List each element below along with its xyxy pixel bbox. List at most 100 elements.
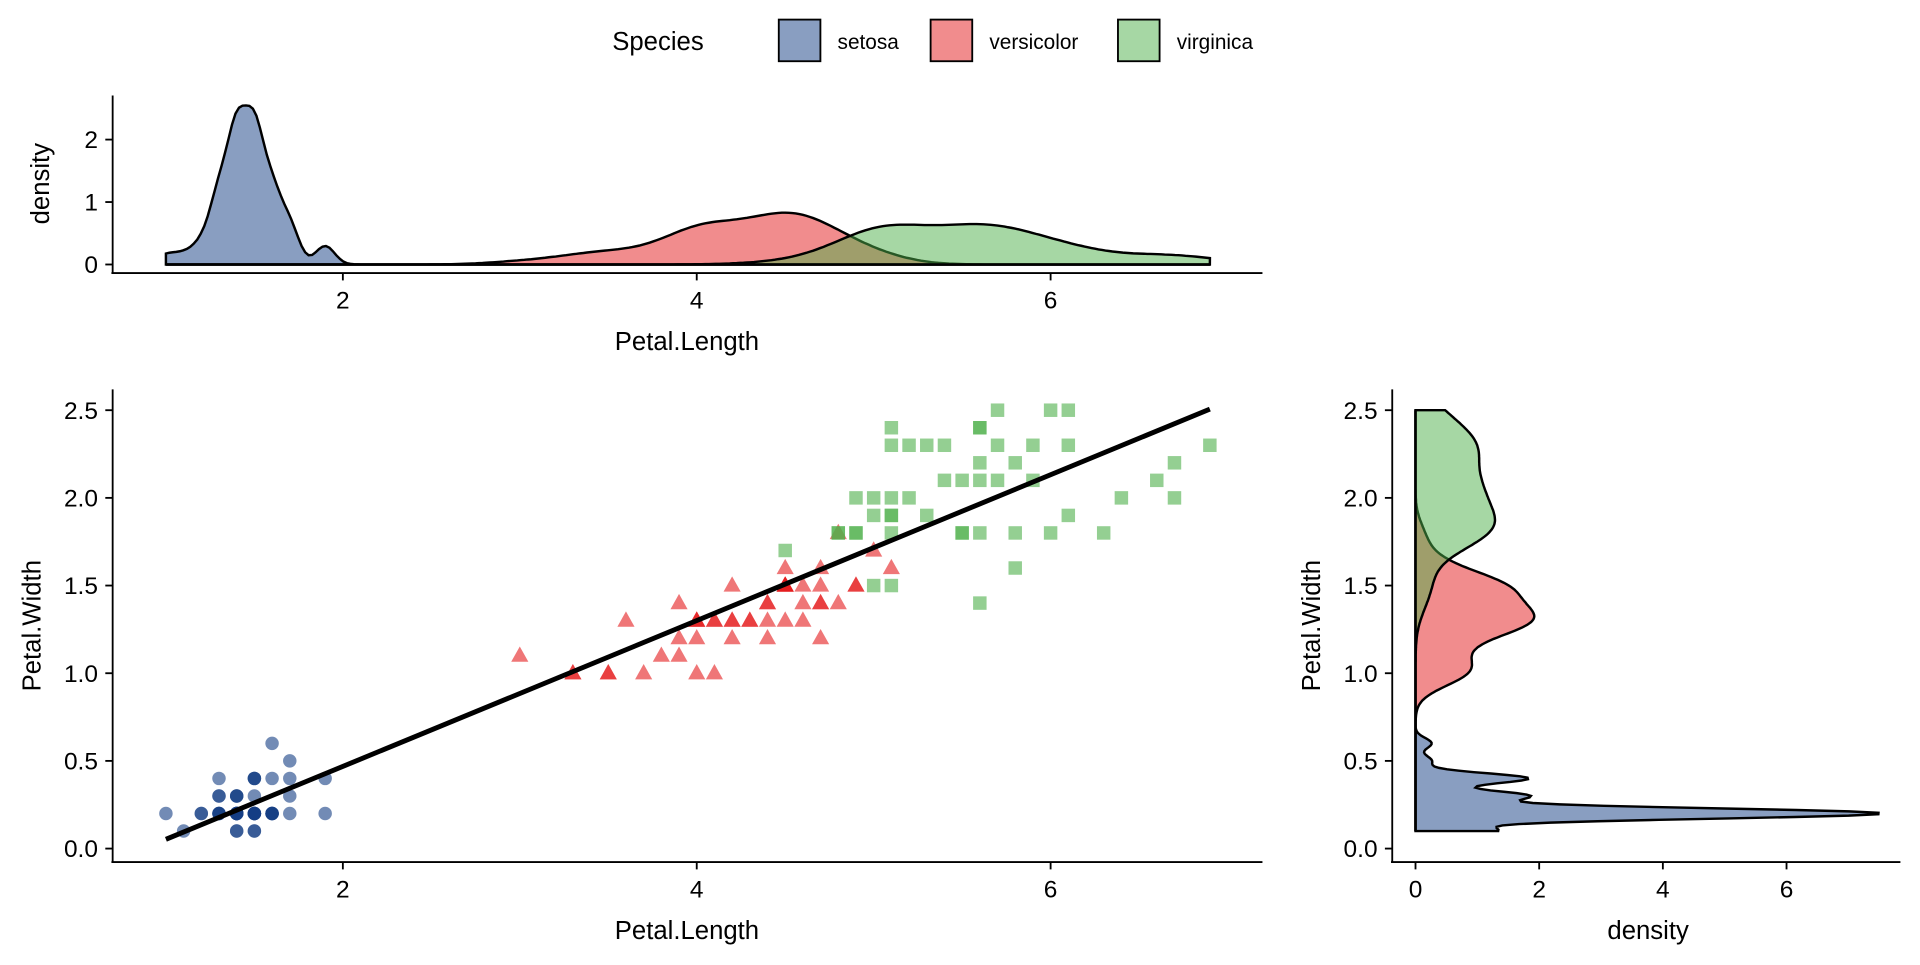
point-virginica <box>1026 438 1040 453</box>
legend: Species setosa versicolor virginica <box>612 18 1253 63</box>
legend-label-versicolor: versicolor <box>989 31 1078 54</box>
point-virginica <box>778 543 792 558</box>
density-area-virginica <box>165 222 1212 266</box>
point-virginica <box>884 438 899 453</box>
main-x-tick: 6 <box>1044 877 1058 904</box>
point-setosa <box>212 771 226 786</box>
point-virginica <box>1167 491 1182 505</box>
right-x-tick: 2 <box>1532 877 1546 904</box>
legend-label-setosa: setosa <box>838 31 900 54</box>
point-setosa <box>265 736 279 751</box>
point-setosa <box>247 771 262 786</box>
point-virginica <box>831 526 846 540</box>
top-y-tick: 0 <box>84 252 98 279</box>
main-y-tick: 1.5 <box>64 573 98 600</box>
point-virginica <box>955 473 969 488</box>
point-virginica <box>1043 526 1058 540</box>
point-virginica <box>1150 473 1164 488</box>
legend-key-setosa <box>777 18 822 63</box>
point-virginica <box>1061 403 1076 417</box>
point-versicolor <box>688 664 706 680</box>
main-y-tick: 0.5 <box>64 748 98 775</box>
right-y-axis-title: Petal.Width <box>1298 560 1326 691</box>
point-virginica <box>937 438 952 453</box>
right-y-tick: 2.5 <box>1344 398 1378 425</box>
point-virginica <box>849 491 863 505</box>
point-virginica <box>1043 403 1058 417</box>
point-setosa <box>229 789 244 803</box>
point-virginica <box>884 526 899 540</box>
scatter-panel: 0.0 0.5 1.0 1.5 2.0 2.5 2 4 6 Petal.Leng… <box>18 389 1263 945</box>
point-virginica <box>884 421 899 435</box>
main-y-tick: 2.5 <box>64 398 98 425</box>
point-setosa <box>159 806 173 821</box>
right-y-tick: 0.0 <box>1344 836 1378 863</box>
point-setosa <box>265 806 279 821</box>
point-virginica <box>902 491 916 505</box>
top-x-axis-title: Petal.Length <box>615 328 759 356</box>
point-virginica <box>1096 526 1111 540</box>
point-setosa <box>194 806 209 821</box>
right-x-tick: 6 <box>1780 877 1794 904</box>
main-y-axis-title: Petal.Width <box>18 560 46 691</box>
top-density-panel: 0 1 2 2 4 6 Petal.Length density <box>27 95 1263 356</box>
point-virginica <box>866 491 881 505</box>
point-virginica <box>920 508 934 523</box>
point-versicolor <box>741 611 759 627</box>
point-virginica <box>866 508 881 523</box>
point-versicolor <box>758 611 777 627</box>
main-y-tick: 0.0 <box>64 836 98 863</box>
point-virginica <box>973 456 987 470</box>
main-x-axis-title: Petal.Length <box>615 917 759 945</box>
regression-line <box>164 406 1211 842</box>
point-versicolor <box>776 611 794 627</box>
point-versicolor <box>847 576 865 592</box>
point-versicolor <box>776 558 794 575</box>
top-y-tick: 1 <box>84 190 98 217</box>
point-virginica <box>1114 491 1129 505</box>
main-x-tick: 2 <box>336 877 350 904</box>
point-virginica <box>1008 561 1022 575</box>
point-versicolor <box>705 664 723 680</box>
legend-key-virginica <box>1117 18 1161 63</box>
right-x-tick: 4 <box>1656 877 1670 904</box>
top-x-tick: 6 <box>1044 288 1058 315</box>
point-virginica <box>955 526 969 540</box>
point-setosa <box>318 806 332 821</box>
point-virginica <box>1167 456 1182 470</box>
point-virginica <box>973 421 987 435</box>
top-y-tick: 2 <box>84 127 98 154</box>
point-virginica <box>1061 508 1076 523</box>
point-versicolor <box>882 558 900 575</box>
point-virginica <box>866 578 881 593</box>
point-virginica <box>920 438 934 453</box>
point-setosa <box>247 806 262 821</box>
point-versicolor <box>688 628 706 645</box>
point-virginica <box>973 526 987 540</box>
point-versicolor <box>812 593 830 610</box>
point-virginica <box>937 473 952 488</box>
right-y-tick: 2.0 <box>1344 485 1378 512</box>
point-versicolor <box>705 611 723 627</box>
point-virginica <box>884 508 899 523</box>
point-setosa <box>283 771 297 786</box>
point-versicolor <box>794 593 812 610</box>
point-versicolor <box>617 611 635 627</box>
top-x-tick: 4 <box>690 288 704 315</box>
point-versicolor <box>723 576 741 592</box>
point-versicolor <box>812 628 830 645</box>
point-virginica <box>990 438 1005 453</box>
point-versicolor <box>758 628 777 645</box>
point-virginica <box>990 473 1005 488</box>
top-x-tick: 2 <box>336 288 350 315</box>
legend-key-versicolor <box>929 18 974 63</box>
point-versicolor <box>511 646 529 662</box>
point-setosa <box>247 824 262 838</box>
main-x-tick: 4 <box>690 877 704 904</box>
right-x-tick: 0 <box>1409 877 1423 904</box>
point-virginica <box>990 403 1005 417</box>
point-setosa <box>265 771 279 786</box>
point-setosa <box>283 806 297 821</box>
main-y-tick: 2.0 <box>64 485 98 512</box>
point-virginica <box>884 491 899 505</box>
